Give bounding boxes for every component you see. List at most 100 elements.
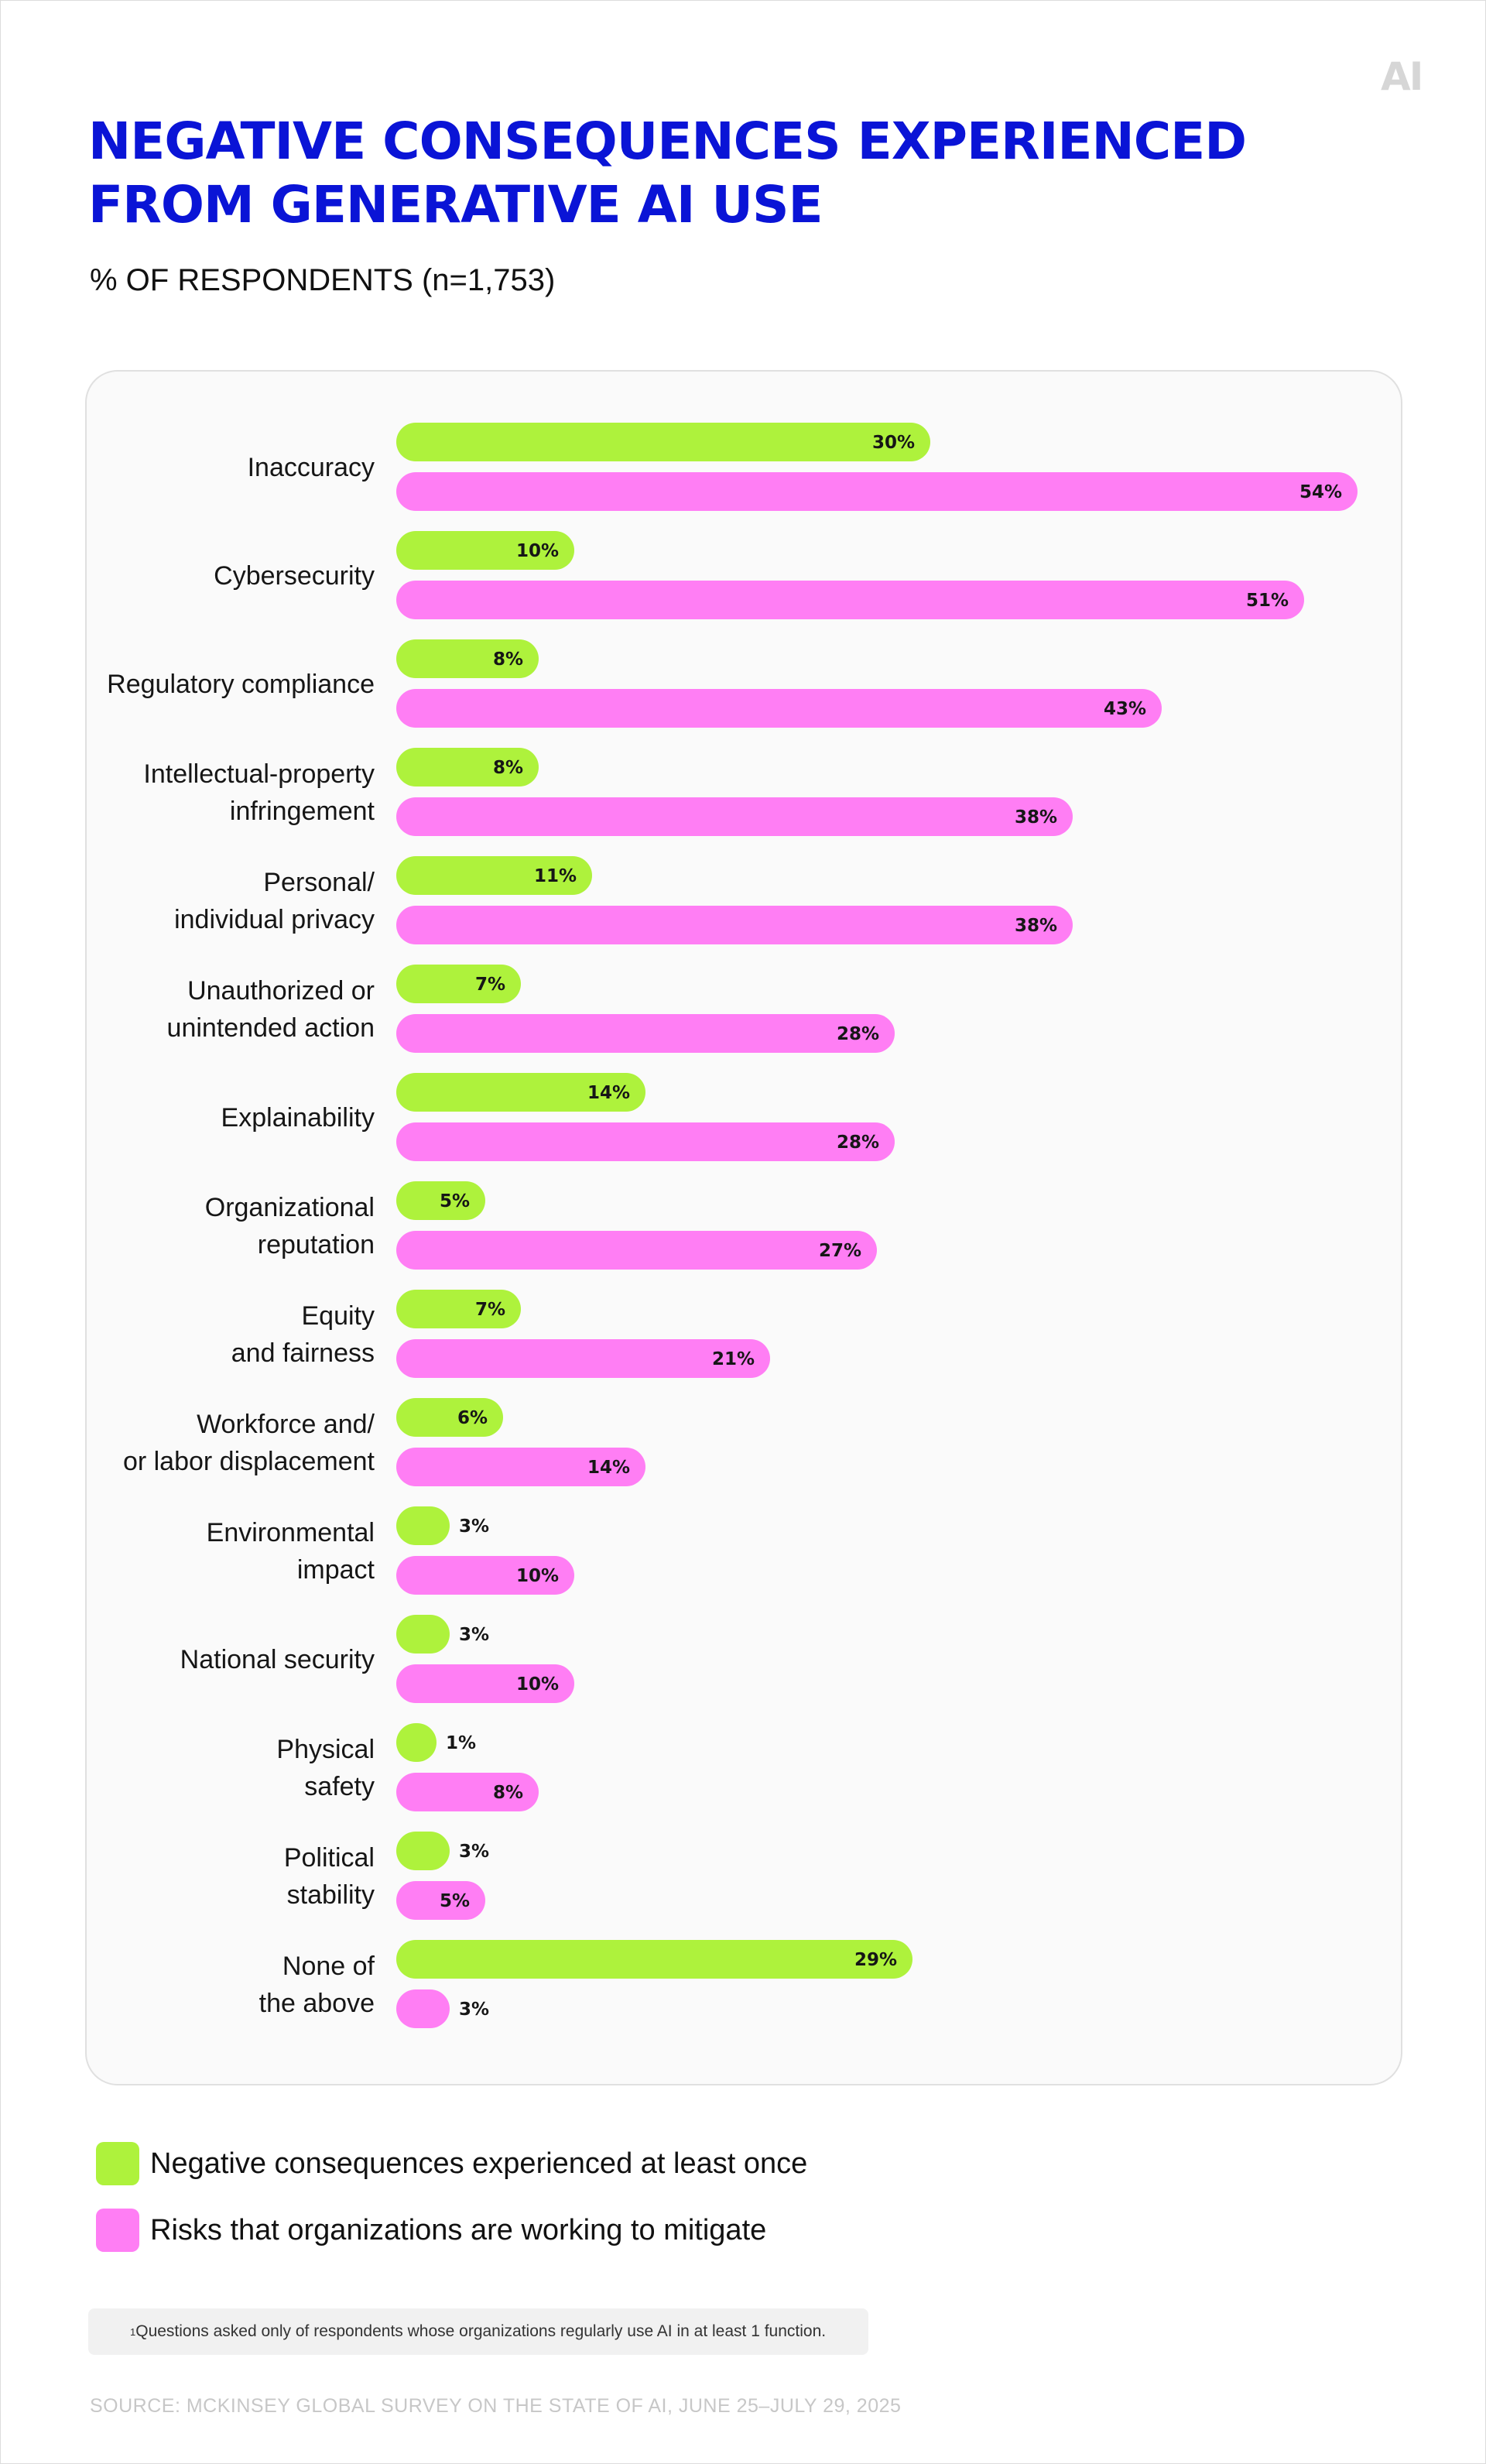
bar-experienced-personal-individual-privacy xyxy=(396,856,592,895)
category-label-cybersecurity: Cybersecurity xyxy=(214,561,375,591)
category-label-line: Explainability xyxy=(221,1103,375,1133)
bar-mitigating-inaccuracy xyxy=(396,472,1358,511)
bar-mitigating-physical-safety xyxy=(396,1773,539,1811)
bar-label-mitigating-organizational-reputation: 27% xyxy=(819,1241,861,1261)
bar-experienced-cybersecurity xyxy=(396,531,574,570)
category-label-line: Inaccuracy xyxy=(248,453,375,482)
source-line: SOURCE: MCKINSEY GLOBAL SURVEY ON THE ST… xyxy=(90,2395,902,2417)
bar-label-mitigating-none-of-the-above: 3% xyxy=(459,2000,489,2020)
category-label-national-security: National security xyxy=(180,1645,375,1674)
chart-title-line-2: FROM GENERATIVE AI USE xyxy=(88,175,823,235)
category-label-line: Intellectual-property xyxy=(143,759,375,789)
chart-title-line-1: NEGATIVE CONSEQUENCES EXPERIENCED xyxy=(88,111,1247,171)
category-label-line: infringement xyxy=(230,797,375,826)
bar-mitigating-environmental-impact xyxy=(396,1556,574,1595)
bar-label-experienced-intellectual-property-infringement: 8% xyxy=(493,758,523,778)
bar-mitigating-none-of-the-above xyxy=(396,1989,450,2028)
category-label-line: safety xyxy=(304,1772,375,1801)
legend-swatch-mitigating xyxy=(96,2209,139,2252)
category-label-line: Cybersecurity xyxy=(214,561,375,591)
legend-item-experienced: Negative consequences experienced at lea… xyxy=(96,2141,807,2186)
category-label-line: reputation xyxy=(258,1230,375,1259)
category-label-environmental-impact: Environmental impact xyxy=(207,1518,375,1585)
bar-label-experienced-organizational-reputation: 5% xyxy=(440,1191,470,1211)
category-label-political-stability: Political stability xyxy=(284,1843,375,1910)
category-label-line: stability xyxy=(287,1880,375,1910)
bar-label-experienced-physical-safety: 1% xyxy=(446,1733,476,1753)
footnote-marker: 1 xyxy=(130,2325,136,2338)
category-label-line: Unauthorized or xyxy=(187,976,375,1006)
bar-mitigating-intellectual-property-infringement xyxy=(396,797,1073,836)
category-label-line: unintended action xyxy=(167,1013,375,1043)
bar-mitigating-political-stability xyxy=(396,1881,485,1920)
bar-label-experienced-explainability: 14% xyxy=(587,1083,630,1103)
bar-label-mitigating-equity-and-fairness: 21% xyxy=(712,1349,755,1369)
category-label-line: Workforce and/ xyxy=(197,1410,375,1439)
bar-mitigating-explainability xyxy=(396,1122,895,1161)
category-label-line: the above xyxy=(259,1989,375,2018)
category-label-organizational-reputation: Organizational reputation xyxy=(205,1193,375,1259)
legend-swatch-experienced xyxy=(96,2142,139,2185)
category-label-line: Organizational xyxy=(205,1193,375,1222)
bar-label-mitigating-cybersecurity: 51% xyxy=(1246,591,1289,611)
bar-label-mitigating-national-security: 10% xyxy=(516,1674,559,1695)
bar-label-mitigating-personal-individual-privacy: 38% xyxy=(1015,916,1057,936)
chart-card: Inaccuracy 30% 54% Cybersecurity 10% 51% Regul… xyxy=(85,370,1402,2085)
bar-mitigating-equity-and-fairness xyxy=(396,1339,770,1378)
bar-experienced-political-stability xyxy=(396,1832,450,1870)
bar-mitigating-personal-individual-privacy xyxy=(396,906,1073,944)
bar-mitigating-unauthorized-or-unintended-action xyxy=(396,1014,895,1053)
bar-label-experienced-personal-individual-privacy: 11% xyxy=(534,866,577,886)
category-label-line: Political xyxy=(284,1843,375,1873)
bar-label-mitigating-workforce-and-or-labor-displacement: 14% xyxy=(587,1458,630,1478)
bar-mitigating-organizational-reputation xyxy=(396,1231,877,1270)
bar-experienced-physical-safety xyxy=(396,1723,437,1762)
bar-experienced-unauthorized-or-unintended-action xyxy=(396,965,521,1003)
legend-label-mitigating: Risks that organizations are working to … xyxy=(150,2213,767,2246)
chart-title: NEGATIVE CONSEQUENCES EXPERIENCED FROM G… xyxy=(88,110,1247,237)
category-label-line: National security xyxy=(180,1645,375,1674)
bar-mitigating-national-security xyxy=(396,1664,574,1703)
bar-mitigating-regulatory-compliance xyxy=(396,689,1162,728)
bar-label-experienced-national-security: 3% xyxy=(459,1625,489,1645)
bar-chart: Inaccuracy 30% 54% Cybersecurity 10% 51% Regul… xyxy=(107,423,1358,2028)
bar-label-experienced-regulatory-compliance: 8% xyxy=(493,649,523,670)
category-label-line: or labor displacement xyxy=(123,1447,375,1476)
category-label-line: None of xyxy=(282,1952,375,1981)
category-label-line: impact xyxy=(297,1555,375,1585)
bar-label-mitigating-regulatory-compliance: 43% xyxy=(1104,699,1146,719)
bar-label-experienced-environmental-impact: 3% xyxy=(459,1516,489,1537)
category-label-equity-and-fairness: Equity and fairness xyxy=(231,1301,375,1368)
bar-experienced-intellectual-property-infringement xyxy=(396,748,539,786)
category-label-regulatory-compliance: Regulatory compliance xyxy=(107,670,375,699)
category-label-inaccuracy: Inaccuracy xyxy=(248,453,375,482)
legend-item-mitigating: Risks that organizations are working to … xyxy=(96,2208,807,2253)
category-label-personal-individual-privacy: Personal/individual privacy xyxy=(174,868,375,934)
legend-label-experienced: Negative consequences experienced at lea… xyxy=(150,2147,808,2180)
bar-label-experienced-inaccuracy: 30% xyxy=(872,433,915,453)
category-label-unauthorized-or-unintended-action: Unauthorized or unintended action xyxy=(167,976,375,1043)
footnote-text: Questions asked only of respondents whos… xyxy=(135,2322,827,2340)
bar-label-mitigating-environmental-impact: 10% xyxy=(516,1566,559,1586)
bar-label-experienced-political-stability: 3% xyxy=(459,1842,489,1862)
bar-label-experienced-equity-and-fairness: 7% xyxy=(475,1300,505,1320)
bar-experienced-organizational-reputation xyxy=(396,1181,485,1220)
category-label-line: Personal/ xyxy=(263,868,375,897)
bar-experienced-none-of-the-above xyxy=(396,1940,912,1979)
category-label-line: Environmental xyxy=(207,1518,375,1547)
bar-mitigating-workforce-and-or-labor-displacement xyxy=(396,1448,645,1486)
bar-mitigating-cybersecurity xyxy=(396,581,1304,619)
bar-experienced-inaccuracy xyxy=(396,423,930,461)
bar-label-mitigating-unauthorized-or-unintended-action: 28% xyxy=(837,1024,879,1044)
category-label-workforce-and-or-labor-displacement: Workforce and/or labor displacement xyxy=(123,1410,375,1476)
category-label-intellectual-property-infringement: Intellectual-property infringement xyxy=(143,759,375,826)
category-label-line: individual privacy xyxy=(174,905,375,934)
category-label-line: Equity xyxy=(302,1301,375,1331)
footnote: 1 Questions asked only of respondents who… xyxy=(88,2308,868,2355)
bar-experienced-equity-and-fairness xyxy=(396,1290,521,1328)
category-label-line: Physical xyxy=(276,1735,375,1764)
brand-logo: AI xyxy=(1381,54,1423,99)
bar-label-mitigating-physical-safety: 8% xyxy=(493,1783,523,1803)
category-label-line: Regulatory compliance xyxy=(107,670,375,699)
chart-legend: Negative consequences experienced at lea… xyxy=(96,2141,807,2274)
